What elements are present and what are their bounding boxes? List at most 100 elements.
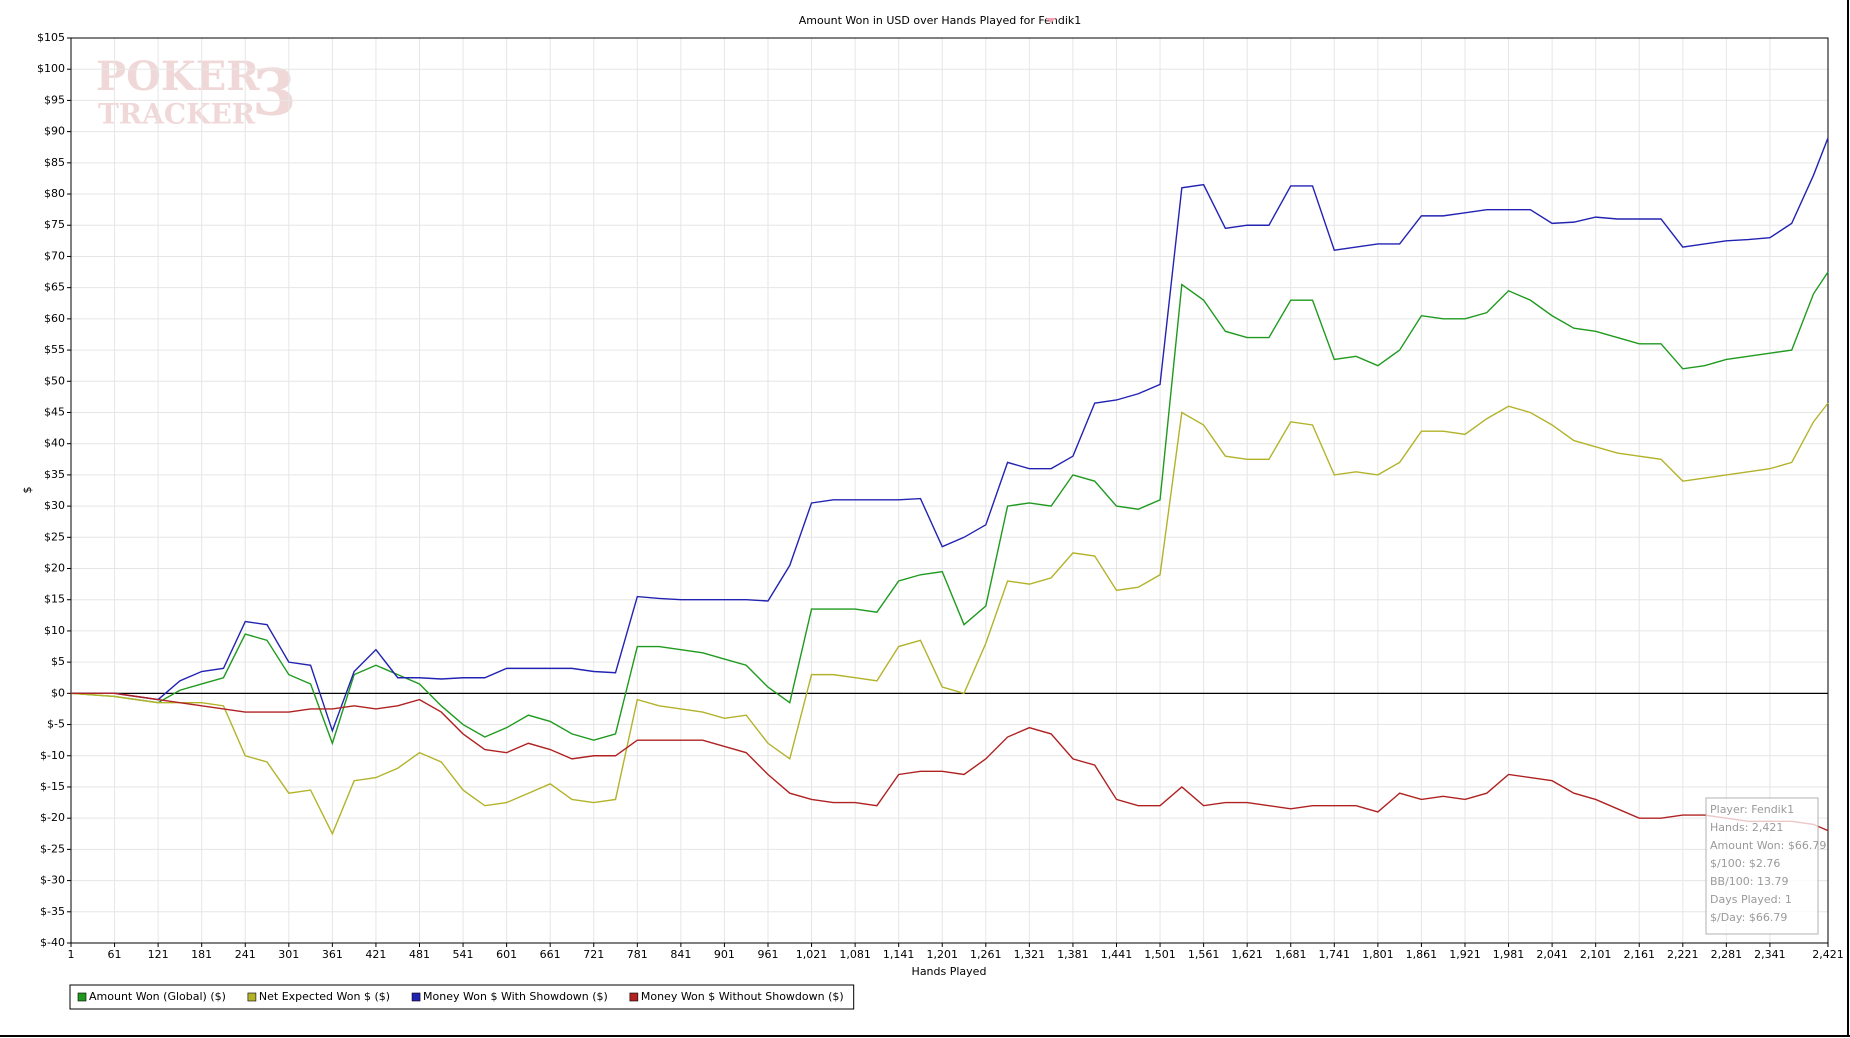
y-tick-label: $10 xyxy=(44,624,65,637)
x-tick-label: 541 xyxy=(453,948,474,961)
x-axis-label: Hands Played xyxy=(912,965,987,978)
legend-label: Money Won $ With Showdown ($) xyxy=(423,990,608,1003)
y-tick-label: $90 xyxy=(44,125,65,138)
x-tick-label: 781 xyxy=(627,948,648,961)
watermark-text: POKER xyxy=(96,53,260,100)
y-tick-label: $-20 xyxy=(40,811,65,824)
series-line xyxy=(70,402,1829,836)
y-tick-label: $65 xyxy=(44,281,65,294)
y-tick-label: $100 xyxy=(37,62,65,75)
info-text: Hands: 2,421 xyxy=(1710,821,1783,834)
y-tick-label: $35 xyxy=(44,468,65,481)
y-tick-label: $75 xyxy=(44,218,65,231)
y-tick-label: $55 xyxy=(44,343,65,356)
info-box: Player: Fendik1 Hands: 2,421 Amount Won: $… xyxy=(1705,797,1826,935)
info-text: Amount Won: $66.79 xyxy=(1710,839,1826,852)
y-tick-label: $-40 xyxy=(40,936,65,949)
series-line xyxy=(71,692,1829,832)
y-tick-label: $-30 xyxy=(40,874,65,887)
info-text: BB/100: 13.79 xyxy=(1710,875,1789,888)
legend-swatch xyxy=(77,992,87,1002)
legend-swatch xyxy=(247,992,257,1002)
y-axis-label: $ xyxy=(21,487,34,494)
x-tick-label: 661 xyxy=(540,948,561,961)
x-tick-label: 181 xyxy=(191,948,212,961)
y-tick-label: $70 xyxy=(44,249,65,262)
x-tick-label: 1,141 xyxy=(883,948,915,961)
x-tick-label: 901 xyxy=(714,948,735,961)
x-tick-label: 2,341 xyxy=(1754,948,1786,961)
y-tick-label: $-10 xyxy=(40,749,65,762)
legend-swatch xyxy=(629,992,639,1002)
y-tick-label: $20 xyxy=(44,562,65,575)
watermark: POKER TRACKER 3 xyxy=(96,53,297,131)
x-tick-label: 2,101 xyxy=(1580,948,1612,961)
x-tick-label: 1,621 xyxy=(1231,948,1263,961)
x-tick-label: 1,201 xyxy=(926,948,958,961)
y-tick-label: $60 xyxy=(44,312,65,325)
x-tick-label: 1,801 xyxy=(1362,948,1394,961)
y-tick-label: $-35 xyxy=(40,905,65,918)
x-tick-label: 2,281 xyxy=(1711,948,1743,961)
y-tick-label: $-5 xyxy=(47,718,65,731)
chart-title: Amount Won in USD over Hands Played for … xyxy=(799,14,1082,27)
y-tick-label: $5 xyxy=(51,655,65,668)
legend-label: Money Won $ Without Showdown ($) xyxy=(641,990,844,1003)
x-tick-label: 601 xyxy=(496,948,517,961)
x-tick-label: 1,321 xyxy=(1014,948,1046,961)
info-box-frame xyxy=(1705,797,1819,935)
y-tick-label: $95 xyxy=(44,93,65,106)
legend-swatch xyxy=(411,992,421,1002)
x-tick-label: 1,681 xyxy=(1275,948,1307,961)
y-tick-label: $50 xyxy=(44,374,65,387)
y-tick-label: $105 xyxy=(37,31,65,44)
x-tick-label: 1,981 xyxy=(1493,948,1525,961)
x-tick-label: 301 xyxy=(278,948,299,961)
y-tick-label: $25 xyxy=(44,530,65,543)
y-tick-label: $45 xyxy=(44,405,65,418)
y-tick-label: $15 xyxy=(44,593,65,606)
x-tick-label: 2,221 xyxy=(1667,948,1699,961)
x-tick-label: 241 xyxy=(235,948,256,961)
plot-frame xyxy=(70,37,1829,944)
x-tick-label: 1,021 xyxy=(796,948,828,961)
x-tick-label: 481 xyxy=(409,948,430,961)
x-tick-label: 421 xyxy=(365,948,386,961)
watermark-text: TRACKER xyxy=(98,98,256,131)
x-tick-label: 1,921 xyxy=(1449,948,1481,961)
y-tick-label: $85 xyxy=(44,156,65,169)
x-tick-label: 1,261 xyxy=(970,948,1002,961)
legend-label: Amount Won (Global) ($) xyxy=(89,990,226,1003)
info-text: Days Played: 1 xyxy=(1710,893,1792,906)
x-tick-label: 1,081 xyxy=(839,948,871,961)
x-tick-label: 961 xyxy=(757,948,778,961)
x-tick-label: 1,441 xyxy=(1101,948,1133,961)
x-tick-label: 1,861 xyxy=(1406,948,1438,961)
x-tick-label: 1 xyxy=(68,948,75,961)
x-tick-label: 1,741 xyxy=(1319,948,1351,961)
y-tick-label: $80 xyxy=(44,187,65,200)
x-tick-label: 1,561 xyxy=(1188,948,1220,961)
x-tick-label: 1,501 xyxy=(1144,948,1176,961)
info-text: Player: Fendik1 xyxy=(1710,803,1794,816)
x-tick-label: 1,381 xyxy=(1057,948,1089,961)
title-icon xyxy=(1046,18,1056,23)
x-tick-label: 2,041 xyxy=(1536,948,1568,961)
x-tick-label: 2,161 xyxy=(1623,948,1655,961)
legend-label: Net Expected Won $ ($) xyxy=(259,990,390,1003)
y-tick-label: $0 xyxy=(51,686,65,699)
series-line xyxy=(71,137,1829,733)
y-tick-label: $30 xyxy=(44,499,65,512)
y-tick-label: $40 xyxy=(44,437,65,450)
y-tick-label: $-25 xyxy=(40,842,65,855)
watermark-text: 3 xyxy=(252,56,297,131)
legend-box xyxy=(69,984,855,1010)
x-tick-label: 121 xyxy=(148,948,169,961)
x-tick-label: 61 xyxy=(108,948,122,961)
legend: Amount Won (Global) ($) Net Expected Won … xyxy=(69,984,855,1010)
x-tick-label: 721 xyxy=(583,948,604,961)
info-text: $/Day: $66.79 xyxy=(1710,911,1787,924)
y-tick-label: $-15 xyxy=(40,780,65,793)
